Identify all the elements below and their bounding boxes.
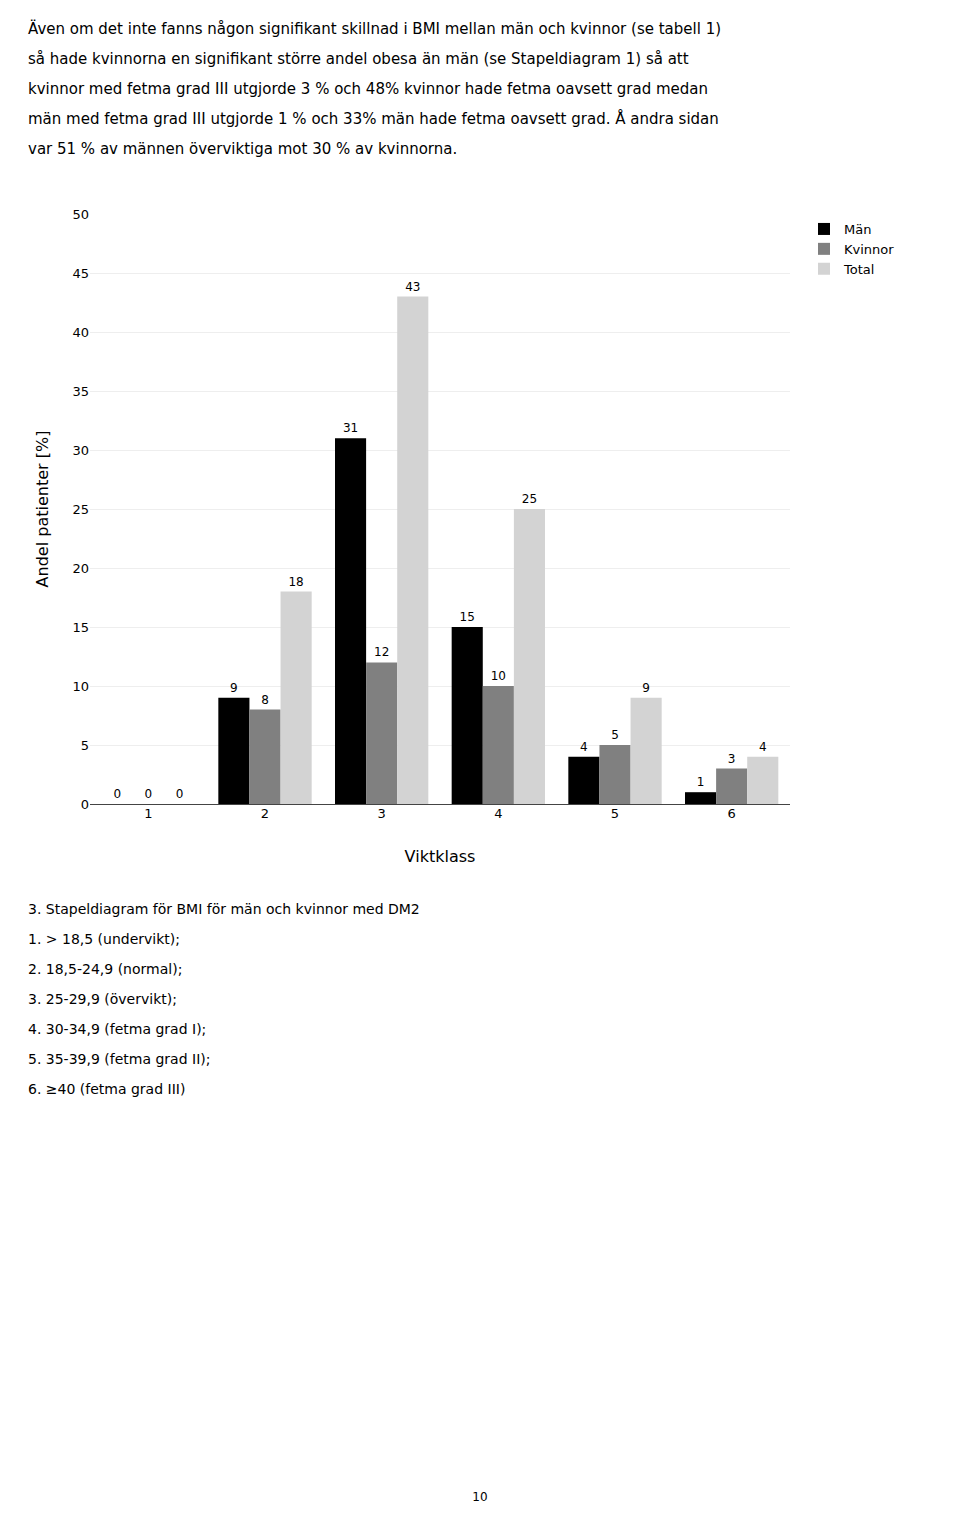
html-text:2. 18,5-24,9 (normal);: 2. 18,5-24,9 (normal); xyxy=(28,961,183,977)
svg-text:50: 50 xyxy=(72,207,89,222)
svg-text:Kvinnor: Kvinnor xyxy=(844,242,894,257)
svg-text:5: 5 xyxy=(611,806,619,821)
svg-text:1: 1 xyxy=(144,806,152,821)
svg-text:Total: Total xyxy=(843,262,874,277)
html-text:5. 35-39,9 (fetma grad II);: 5. 35-39,9 (fetma grad II); xyxy=(28,1051,211,1067)
html-text:3. 25-29,9 (övervikt);: 3. 25-29,9 (övervikt); xyxy=(28,991,177,1007)
svg-text:0: 0 xyxy=(176,787,184,801)
svg-text:2: 2 xyxy=(261,806,269,821)
svg-text:30: 30 xyxy=(72,443,89,458)
svg-text:6: 6 xyxy=(728,806,736,821)
svg-text:25: 25 xyxy=(72,502,89,517)
svg-text:Andel patienter [%]: Andel patienter [%] xyxy=(33,431,52,588)
svg-text:0: 0 xyxy=(81,797,89,812)
svg-text:15: 15 xyxy=(460,610,475,624)
svg-text:15: 15 xyxy=(72,620,89,635)
html-text:10: 10 xyxy=(472,1490,488,1504)
svg-text:9: 9 xyxy=(642,681,650,695)
svg-text:45: 45 xyxy=(72,266,89,281)
svg-text:3: 3 xyxy=(728,752,736,766)
html-text:6. ≥40 (fetma grad III): 6. ≥40 (fetma grad III) xyxy=(28,1081,186,1097)
svg-text:5: 5 xyxy=(611,728,619,742)
html-text:var 51 % av männen överviktiga: var 51 % av männen överviktiga mot 30 % … xyxy=(28,140,458,158)
html-text:3. Stapeldiagram för BMI för m: 3. Stapeldiagram för BMI för män och kvi… xyxy=(28,901,420,917)
svg-text:0: 0 xyxy=(145,787,153,801)
html-text:kvinnor med fetma grad III utg: kvinnor med fetma grad III utgjorde 3 % … xyxy=(28,80,709,98)
html-text:Även om det inte fanns någon s: Även om det inte fanns någon signifikant… xyxy=(28,20,721,38)
svg-text:3: 3 xyxy=(378,806,386,821)
html-text:4. 30-34,9 (fetma grad I);: 4. 30-34,9 (fetma grad I); xyxy=(28,1021,207,1037)
svg-text:9: 9 xyxy=(230,681,238,695)
svg-text:10: 10 xyxy=(491,669,506,683)
svg-text:8: 8 xyxy=(261,693,269,707)
svg-text:25: 25 xyxy=(522,492,537,506)
html-text:1. > 18,5 (undervikt);: 1. > 18,5 (undervikt); xyxy=(28,931,180,947)
svg-text:4: 4 xyxy=(759,740,767,754)
svg-text:1: 1 xyxy=(697,775,705,789)
svg-text:31: 31 xyxy=(343,421,358,435)
svg-text:35: 35 xyxy=(72,384,89,399)
svg-text:20: 20 xyxy=(72,561,89,576)
svg-text:0: 0 xyxy=(113,787,121,801)
svg-text:10: 10 xyxy=(72,679,89,694)
svg-text:4: 4 xyxy=(494,806,502,821)
html-text:män med fetma grad III utgjord: män med fetma grad III utgjorde 1 % och … xyxy=(28,110,719,128)
svg-text:43: 43 xyxy=(405,280,420,294)
svg-text:40: 40 xyxy=(72,325,89,340)
svg-text:Viktklass: Viktklass xyxy=(405,847,476,866)
svg-text:18: 18 xyxy=(288,575,303,589)
html-text:så hade kvinnorna en signifika: så hade kvinnorna en signifikant större … xyxy=(28,50,689,68)
svg-text:12: 12 xyxy=(374,645,389,659)
svg-text:Män: Män xyxy=(844,222,871,237)
svg-text:4: 4 xyxy=(580,740,588,754)
svg-text:5: 5 xyxy=(81,738,89,753)
